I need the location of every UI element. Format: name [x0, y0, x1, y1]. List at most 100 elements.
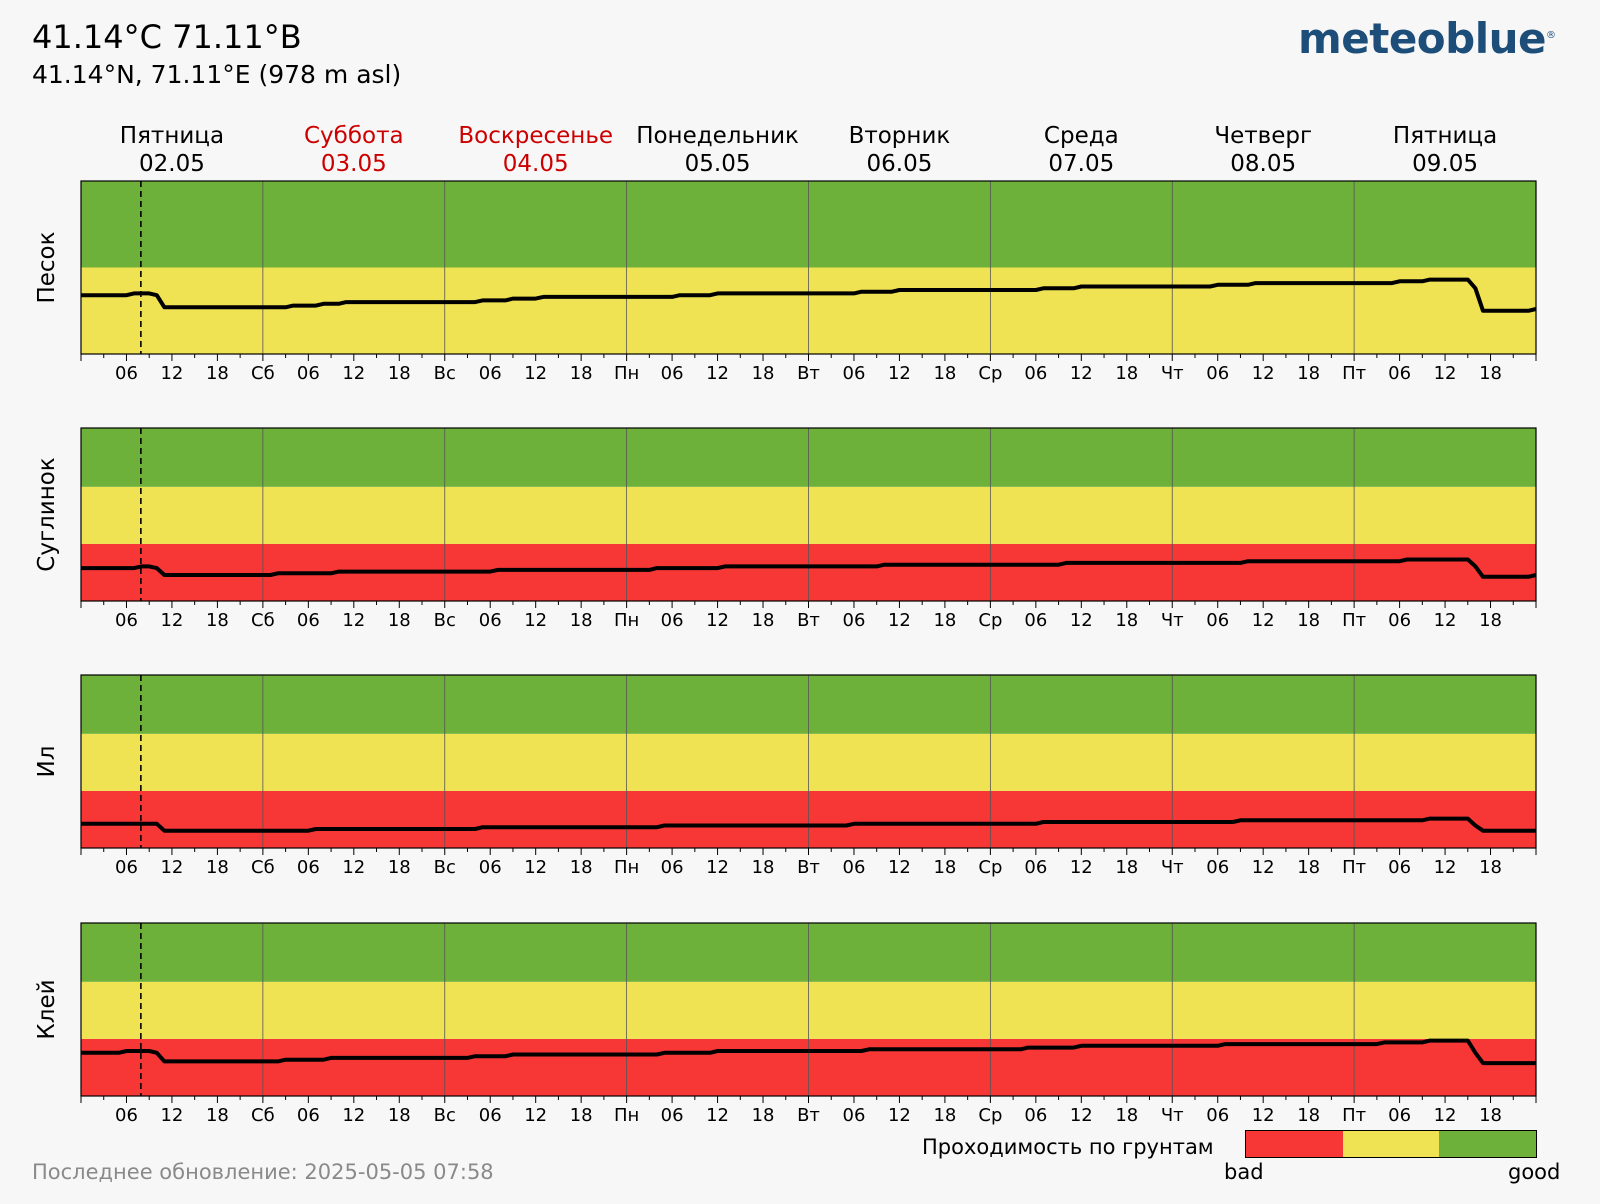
x-tick-label: 06: [479, 363, 502, 384]
x-tick-label: Пт: [1342, 1105, 1366, 1126]
x-tick-label: 06: [1206, 610, 1229, 631]
x-tick-label: 18: [1479, 363, 1502, 384]
x-tick-label: 12: [342, 857, 365, 878]
x-tick-label: 12: [1252, 610, 1275, 631]
x-tick-label: 18: [752, 857, 775, 878]
x-tick-label: 06: [661, 363, 684, 384]
legend-swatch-red: [1246, 1131, 1343, 1157]
day-name-label: Понедельник: [636, 123, 799, 149]
x-tick-label: Вт: [797, 857, 820, 878]
x-tick-label: 18: [1479, 1105, 1502, 1126]
panel-ylabel: Песок: [34, 231, 60, 303]
panel-ylabel: Ил: [34, 746, 60, 778]
meteoblue-logo[interactable]: meteoblue®: [1298, 14, 1556, 63]
x-tick-label: 12: [342, 363, 365, 384]
passability-series-line: [81, 557, 1537, 579]
x-tick-label: 12: [888, 1105, 911, 1126]
x-tick-label: 12: [342, 610, 365, 631]
legend-swatch-green: [1439, 1131, 1537, 1157]
day-date-label: 04.05: [503, 151, 569, 177]
x-tick-label: 18: [1479, 610, 1502, 631]
x-tick-label: 06: [479, 1105, 502, 1126]
x-tick-label: 06: [1024, 1105, 1047, 1126]
x-tick-label: 12: [1070, 363, 1093, 384]
x-tick-label: Ср: [978, 610, 1002, 631]
x-tick-label: 06: [1388, 610, 1411, 631]
logo-text: meteoblue: [1298, 14, 1547, 63]
day-date-label: 09.05: [1412, 151, 1478, 177]
x-tick-label: 12: [524, 610, 547, 631]
x-tick-label: 12: [1434, 857, 1457, 878]
x-tick-label: Вт: [797, 610, 820, 631]
day-name-label: Воскресенье: [458, 123, 613, 149]
x-tick-label: 06: [1388, 857, 1411, 878]
x-tick-label: 18: [570, 363, 593, 384]
legend-swatch-yellow: [1342, 1131, 1440, 1157]
x-tick-label: 18: [206, 610, 229, 631]
x-tick-label: 12: [1070, 1105, 1093, 1126]
x-tick-label: 06: [297, 363, 320, 384]
x-tick-label: 06: [115, 1105, 138, 1126]
passability-series-line: [81, 1038, 1536, 1066]
x-tick-label: 12: [706, 363, 729, 384]
day-date-label: 06.05: [867, 151, 933, 177]
x-tick-label: 06: [661, 1105, 684, 1126]
x-tick-label: Вт: [797, 363, 820, 384]
x-tick-label: 18: [1479, 857, 1502, 878]
x-tick-label: Ср: [978, 857, 1002, 878]
x-tick-label: Пт: [1342, 857, 1366, 878]
x-tick-label: 18: [388, 857, 411, 878]
x-tick-label: 12: [160, 363, 183, 384]
x-tick-label: 12: [160, 857, 183, 878]
x-tick-label: 06: [115, 363, 138, 384]
day-name-label: Пятница: [1393, 123, 1497, 149]
x-tick-label: 06: [1388, 1105, 1411, 1126]
x-tick-label: Пн: [614, 1105, 639, 1126]
x-tick-label: Вс: [434, 857, 456, 878]
x-tick-label: 12: [160, 1105, 183, 1126]
x-tick-label: 18: [1297, 610, 1320, 631]
day-date-label: 02.05: [139, 151, 205, 177]
x-tick-label: 12: [706, 857, 729, 878]
x-tick-label: 06: [1388, 363, 1411, 384]
x-tick-label: 06: [843, 363, 866, 384]
page-title: 41.14°C 71.11°B: [32, 18, 302, 56]
x-tick-label: 12: [524, 857, 547, 878]
x-tick-label: 12: [888, 857, 911, 878]
x-tick-label: 18: [1115, 363, 1138, 384]
x-tick-label: Пт: [1342, 363, 1366, 384]
x-tick-label: 06: [1024, 857, 1047, 878]
x-tick-label: 06: [297, 610, 320, 631]
x-tick-label: 18: [570, 1105, 593, 1126]
x-tick-label: 18: [933, 1105, 956, 1126]
x-tick-label: 12: [1252, 363, 1275, 384]
day-name-label: Вторник: [849, 123, 951, 149]
x-tick-label: 12: [1252, 857, 1275, 878]
x-tick-label: Пн: [614, 857, 639, 878]
x-tick-label: 18: [1115, 857, 1138, 878]
x-tick-label: 12: [888, 363, 911, 384]
x-tick-label: 06: [479, 857, 502, 878]
x-tick-label: 18: [933, 857, 956, 878]
x-tick-label: 06: [661, 857, 684, 878]
x-tick-label: 12: [1070, 610, 1093, 631]
x-tick-label: Вс: [434, 363, 456, 384]
passability-series-line: [81, 816, 1536, 833]
last-updated: Последнее обновление: 2025-05-05 07:58: [32, 1160, 494, 1184]
legend-good-label: good: [1508, 1160, 1561, 1184]
x-tick-label: 06: [297, 857, 320, 878]
x-tick-label: 12: [1434, 1105, 1457, 1126]
x-tick-label: 18: [206, 1105, 229, 1126]
x-tick-label: 18: [933, 363, 956, 384]
x-tick-label: 12: [1070, 857, 1093, 878]
day-name-label: Среда: [1044, 123, 1119, 149]
x-tick-label: Пт: [1342, 610, 1366, 631]
x-tick-label: 18: [933, 610, 956, 631]
x-tick-label: Пн: [614, 610, 639, 631]
x-tick-label: 12: [888, 610, 911, 631]
x-tick-label: 18: [388, 1105, 411, 1126]
x-tick-label: 18: [388, 363, 411, 384]
panel-ylabel: Суглинок: [34, 457, 60, 572]
location-subtitle: 41.14°N, 71.11°E (978 m asl): [32, 60, 402, 89]
